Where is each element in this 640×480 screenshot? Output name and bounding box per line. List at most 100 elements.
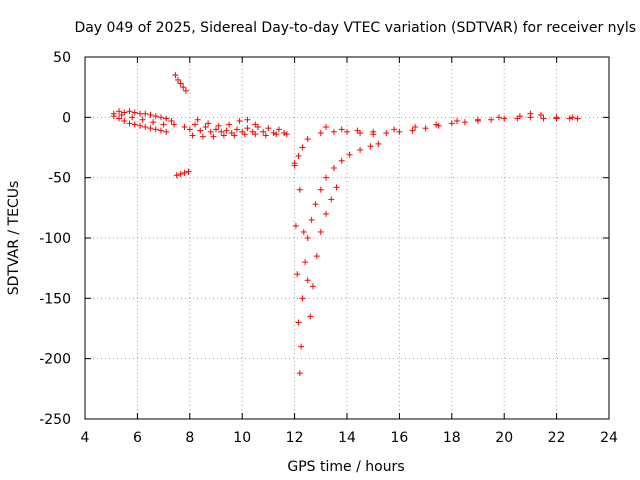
series-low-segment: [173, 168, 192, 179]
data-point: [299, 144, 306, 151]
data-point: [273, 131, 280, 138]
data-point: [157, 127, 164, 134]
data-point: [328, 196, 335, 203]
data-point: [433, 121, 440, 128]
data-point: [313, 253, 320, 260]
data-point: [260, 128, 267, 135]
data-point: [205, 120, 212, 127]
data-point: [177, 171, 184, 178]
data-point: [163, 115, 170, 122]
plot-frame: [84, 56, 610, 420]
x-tick-label: 12: [286, 430, 304, 446]
data-point: [304, 136, 311, 143]
data-point: [129, 114, 136, 121]
series-early-cluster-mid: [118, 111, 188, 130]
data-point: [295, 319, 302, 326]
data-point: [309, 283, 316, 290]
data-point: [296, 370, 303, 377]
data-point: [307, 313, 314, 320]
data-point: [299, 295, 306, 302]
chart-title: Day 049 of 2025, Sidereal Day-to-day VTE…: [74, 20, 636, 36]
data-point: [223, 127, 230, 134]
tick-marks: [84, 56, 610, 420]
y-tick-label: -250: [39, 412, 71, 428]
data-point: [121, 117, 128, 124]
y-tick-label: 0: [62, 110, 71, 126]
series-early-cluster-lower: [110, 113, 170, 135]
data-point: [185, 168, 192, 175]
data-point: [139, 116, 146, 123]
x-tick-labels: 4 6 8 10 12 14 16 18 20 22 24: [81, 430, 618, 446]
data-point: [367, 143, 374, 150]
data-point: [265, 125, 272, 132]
data-point: [495, 114, 502, 121]
data-point: [116, 115, 123, 122]
x-tick-label: 10: [233, 430, 251, 446]
data-point: [226, 121, 233, 128]
data-point: [126, 108, 133, 115]
data-points: [110, 72, 581, 377]
data-point: [194, 116, 201, 123]
data-point: [244, 125, 251, 132]
data-point: [537, 111, 544, 118]
data-point: [516, 113, 523, 120]
series-rising-arc: [172, 72, 189, 94]
data-point: [454, 117, 461, 124]
data-point: [110, 113, 117, 120]
data-point: [317, 228, 324, 235]
data-point: [295, 152, 302, 159]
y-axis-label: SDTVAR / TECUs: [6, 181, 22, 296]
data-point: [181, 123, 188, 130]
x-tick-label: 24: [600, 430, 618, 446]
data-point: [168, 117, 175, 124]
data-point: [182, 87, 189, 94]
data-point: [142, 123, 149, 130]
data-point: [116, 108, 123, 115]
data-point: [323, 174, 330, 181]
data-point: [553, 114, 560, 121]
data-point: [344, 128, 350, 135]
data-point: [375, 140, 382, 147]
data-point: [346, 151, 353, 158]
data-point: [252, 121, 259, 128]
data-point: [215, 122, 222, 129]
data-point: [150, 119, 157, 126]
x-tick-label: 18: [443, 430, 461, 446]
data-point: [175, 76, 182, 83]
data-point: [171, 121, 178, 128]
data-point: [142, 110, 149, 117]
x-axis-label: GPS time / hours: [287, 459, 404, 475]
y-tick-label: -100: [39, 231, 71, 247]
data-point: [157, 114, 164, 121]
data-point: [160, 121, 167, 128]
data-point: [330, 165, 337, 172]
x-tick-label: 8: [185, 430, 194, 446]
data-point: [323, 123, 330, 130]
y-tick-label: -50: [48, 171, 71, 187]
data-point: [152, 126, 159, 133]
data-point: [409, 127, 416, 134]
data-point: [475, 116, 481, 123]
data-point: [338, 157, 345, 164]
series-morning-band-2: [189, 131, 290, 140]
series-morning-peak: [194, 116, 259, 129]
data-point: [308, 216, 315, 223]
data-point: [304, 235, 311, 241]
data-point: [207, 128, 214, 135]
data-point: [574, 115, 581, 122]
data-point: [391, 126, 398, 133]
x-tick-label: 14: [338, 430, 356, 446]
data-point: [370, 128, 377, 135]
data-point: [131, 109, 138, 116]
data-point: [147, 111, 154, 118]
data-point: [302, 259, 309, 266]
series-morning-band-3: [192, 121, 282, 134]
series-trough-outer: [296, 184, 340, 320]
x-tick-label: 16: [390, 430, 408, 446]
data-point: [147, 125, 154, 132]
data-point: [338, 126, 345, 133]
data-point: [186, 126, 193, 133]
data-point: [213, 126, 219, 133]
data-point: [275, 126, 282, 133]
data-point: [163, 128, 170, 135]
